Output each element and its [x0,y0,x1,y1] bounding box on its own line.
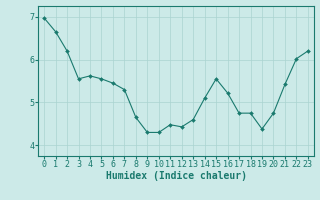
X-axis label: Humidex (Indice chaleur): Humidex (Indice chaleur) [106,171,246,181]
